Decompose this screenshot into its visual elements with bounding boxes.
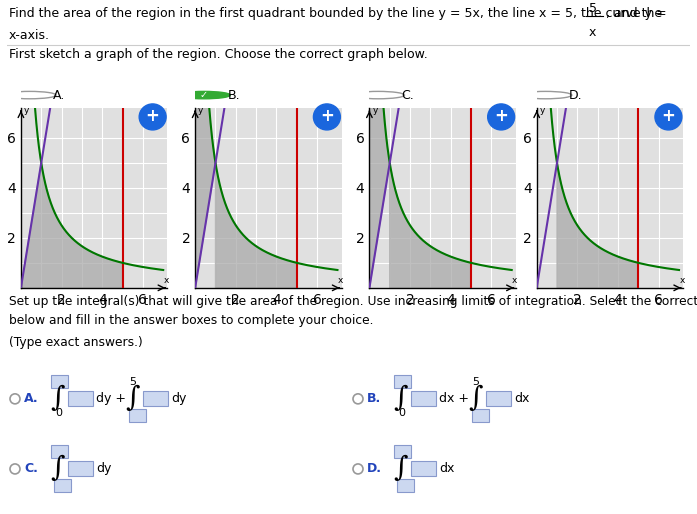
Text: ∫: ∫: [393, 386, 408, 412]
Text: ∫: ∫: [50, 455, 65, 483]
Text: A.: A.: [24, 392, 38, 406]
FancyBboxPatch shape: [411, 391, 436, 407]
Text: x-axis.: x-axis.: [9, 29, 50, 42]
Text: dy: dy: [96, 463, 112, 475]
FancyBboxPatch shape: [471, 409, 489, 423]
Text: dy +: dy +: [96, 392, 126, 406]
Text: ∫: ∫: [393, 455, 408, 483]
Text: +: +: [146, 107, 160, 125]
FancyBboxPatch shape: [68, 462, 93, 476]
Text: 5: 5: [129, 377, 136, 387]
Text: 5: 5: [589, 2, 597, 14]
Text: +: +: [320, 107, 334, 125]
Text: B.: B.: [367, 392, 381, 406]
FancyBboxPatch shape: [397, 480, 413, 492]
Circle shape: [488, 104, 514, 130]
FancyBboxPatch shape: [394, 375, 411, 389]
FancyBboxPatch shape: [68, 391, 93, 407]
Polygon shape: [195, 0, 215, 288]
Text: dx: dx: [514, 392, 530, 406]
Polygon shape: [557, 163, 638, 288]
Text: dx: dx: [439, 463, 454, 475]
Text: ✓: ✓: [200, 90, 208, 100]
Polygon shape: [21, 163, 123, 288]
Text: ∫: ∫: [50, 386, 65, 412]
Circle shape: [139, 104, 166, 130]
Text: 5: 5: [472, 377, 479, 387]
Circle shape: [314, 104, 340, 130]
Text: y: y: [24, 106, 29, 115]
Text: dy: dy: [171, 392, 186, 406]
Text: x: x: [164, 277, 169, 285]
FancyBboxPatch shape: [128, 409, 146, 423]
Text: C.: C.: [401, 88, 414, 102]
Text: y: y: [372, 106, 378, 115]
Circle shape: [655, 104, 682, 130]
Text: D.: D.: [569, 88, 583, 102]
FancyBboxPatch shape: [411, 462, 436, 476]
Text: below and fill in the answer boxes to complete your choice.: below and fill in the answer boxes to co…: [9, 314, 374, 327]
Text: dx +: dx +: [439, 392, 469, 406]
Text: 0: 0: [398, 408, 405, 418]
Text: A.: A.: [53, 88, 66, 102]
Text: 0: 0: [55, 408, 62, 418]
Text: (Type exact answers.): (Type exact answers.): [9, 336, 143, 350]
Polygon shape: [390, 163, 471, 288]
FancyBboxPatch shape: [486, 391, 510, 407]
Text: ∫: ∫: [468, 386, 482, 412]
FancyBboxPatch shape: [50, 375, 68, 389]
Text: C.: C.: [24, 463, 38, 475]
Text: , and the: , and the: [606, 7, 662, 20]
Circle shape: [178, 91, 230, 99]
Text: +: +: [661, 107, 675, 125]
FancyBboxPatch shape: [54, 480, 70, 492]
Text: Set up the integral(s) that will give the area of the region. Use increasing lim: Set up the integral(s) that will give th…: [9, 295, 697, 308]
Text: ∫: ∫: [125, 386, 139, 412]
Text: B.: B.: [227, 88, 240, 102]
Polygon shape: [215, 163, 297, 288]
Text: First sketch a graph of the region. Choose the correct graph below.: First sketch a graph of the region. Choo…: [9, 48, 428, 61]
Text: x: x: [589, 26, 597, 39]
Polygon shape: [369, 108, 390, 288]
FancyBboxPatch shape: [50, 446, 68, 458]
Text: y: y: [539, 106, 545, 115]
Text: x: x: [512, 277, 517, 285]
FancyBboxPatch shape: [394, 446, 411, 458]
Text: Find the area of the region in the first quadrant bounded by the line y = 5x, th: Find the area of the region in the first…: [9, 7, 671, 20]
Text: y: y: [198, 106, 204, 115]
Text: D.: D.: [367, 463, 382, 475]
Text: +: +: [494, 107, 508, 125]
FancyBboxPatch shape: [142, 391, 167, 407]
Text: x: x: [680, 277, 684, 285]
Text: x: x: [338, 277, 343, 285]
